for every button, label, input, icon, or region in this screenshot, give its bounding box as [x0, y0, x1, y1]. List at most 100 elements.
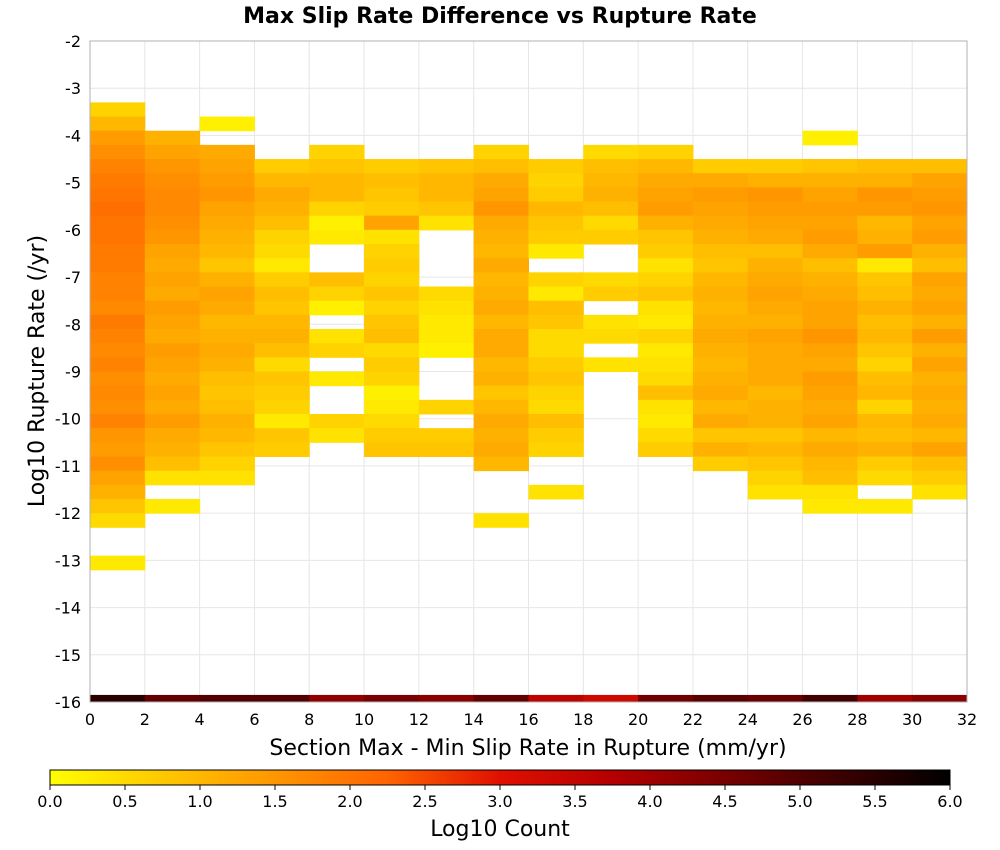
- heatmap-cell: [857, 470, 913, 486]
- heatmap-cell: [364, 314, 420, 330]
- heatmap-cell: [638, 343, 694, 358]
- heatmap-cell: [802, 343, 858, 358]
- heatmap-cell: [473, 413, 529, 429]
- heatmap-cell: [364, 187, 420, 203]
- heatmap-cell: [144, 258, 201, 273]
- heatmap-cell: [199, 314, 255, 330]
- heatmap-cell: [144, 300, 201, 316]
- heatmap-cell: [528, 385, 584, 401]
- heatmap-cell: [747, 343, 804, 358]
- heatmap-cell: [254, 343, 310, 358]
- heatmap-cell: [364, 343, 420, 358]
- y-tick-label: -16: [55, 693, 81, 712]
- heatmap-cell: [912, 413, 968, 429]
- heatmap-cell: [144, 442, 201, 457]
- heatmap-cell: [857, 244, 913, 259]
- heatmap-cell: [199, 144, 255, 160]
- heatmap-cell: [857, 201, 913, 217]
- heatmap-cell: [802, 130, 858, 146]
- heatmap-cell: [309, 201, 365, 217]
- colorbar-tick-label: 0.5: [112, 792, 137, 811]
- colorbar-label: Log10 Count: [430, 817, 570, 842]
- colorbar-tick-label: 1.5: [262, 792, 287, 811]
- heatmap-cell: [144, 201, 201, 217]
- y-tick-label: -7: [65, 268, 81, 287]
- y-tick-label: -5: [65, 174, 81, 193]
- heatmap-cell: [692, 215, 749, 231]
- heatmap-cell: [199, 371, 255, 387]
- heatmap-cell: [309, 144, 365, 160]
- heatmap-cell: [747, 329, 804, 344]
- y-tick-label: -15: [55, 646, 81, 665]
- heatmap-cell: [747, 244, 804, 259]
- heatmap-cell: [473, 229, 529, 245]
- heatmap-cell-bottom-row: [418, 694, 475, 702]
- heatmap-cell: [90, 442, 146, 457]
- y-tick-label: -9: [65, 363, 81, 382]
- heatmap-cell: [418, 399, 475, 415]
- heatmap-cell: [528, 244, 584, 259]
- x-tick-label: 12: [409, 710, 429, 729]
- heatmap-cell: [309, 371, 365, 387]
- heatmap-cell: [418, 300, 475, 316]
- heatmap-cell: [857, 229, 913, 245]
- heatmap-cell: [254, 229, 310, 245]
- heatmap-cell-bottom-row: [692, 694, 749, 702]
- heatmap-cell: [638, 244, 694, 259]
- heatmap-cell: [912, 258, 968, 273]
- heatmap-cell: [583, 187, 639, 203]
- heatmap-cell: [254, 215, 310, 231]
- heatmap-cell: [857, 442, 913, 457]
- heatmap-cell: [473, 144, 529, 160]
- heatmap-cell: [90, 173, 146, 188]
- heatmap-cell: [90, 258, 146, 273]
- heatmap-cell: [692, 229, 749, 245]
- heatmap-cell: [802, 470, 858, 486]
- heatmap-cell: [473, 343, 529, 358]
- heatmap-cell: [364, 244, 420, 259]
- heatmap-cell: [747, 371, 804, 387]
- heatmap-cell: [528, 399, 584, 415]
- heatmap-cell: [638, 329, 694, 344]
- heatmap-cell: [309, 428, 365, 443]
- y-tick-label: -8: [65, 315, 81, 334]
- heatmap-cell: [199, 286, 255, 302]
- heatmap-cell: [528, 428, 584, 443]
- heatmap-cell: [528, 484, 584, 500]
- heatmap-cell: [857, 413, 913, 429]
- heatmap-cell: [857, 258, 913, 273]
- heatmap-cell: [692, 371, 749, 387]
- heatmap-cell: [802, 159, 858, 174]
- heatmap-cell: [857, 314, 913, 330]
- heatmap-cell: [144, 286, 201, 302]
- heatmap-cell: [309, 329, 365, 344]
- heatmap-cell: [802, 300, 858, 316]
- x-tick-label: 20: [628, 710, 648, 729]
- heatmap-cell-bottom-row: [747, 694, 804, 702]
- heatmap-cell: [254, 244, 310, 259]
- heatmap-cell: [144, 428, 201, 443]
- heatmap-cell: [692, 244, 749, 259]
- heatmap-cell: [364, 159, 420, 174]
- y-tick-label: -13: [55, 551, 81, 570]
- heatmap-cell: [144, 229, 201, 245]
- heatmap-cell: [418, 314, 475, 330]
- heatmap-cell: [90, 513, 146, 528]
- heatmap-cell: [802, 385, 858, 401]
- heatmap-cell: [692, 456, 749, 472]
- heatmap-cell: [199, 215, 255, 231]
- heatmap-cell: [199, 413, 255, 429]
- heatmap-cell: [254, 413, 310, 429]
- heatmap-cell: [254, 385, 310, 401]
- colorbar-tick-label: 5.0: [787, 792, 812, 811]
- heatmap-cell: [638, 159, 694, 174]
- heatmap-cell: [638, 428, 694, 443]
- heatmap-cell: [638, 357, 694, 372]
- y-tick-label: -2: [65, 32, 81, 51]
- heatmap-cell: [857, 215, 913, 231]
- heatmap-cell-bottom-row: [857, 694, 913, 702]
- heatmap-cell: [802, 229, 858, 245]
- heatmap-cell: [309, 187, 365, 203]
- heatmap-cell: [638, 442, 694, 457]
